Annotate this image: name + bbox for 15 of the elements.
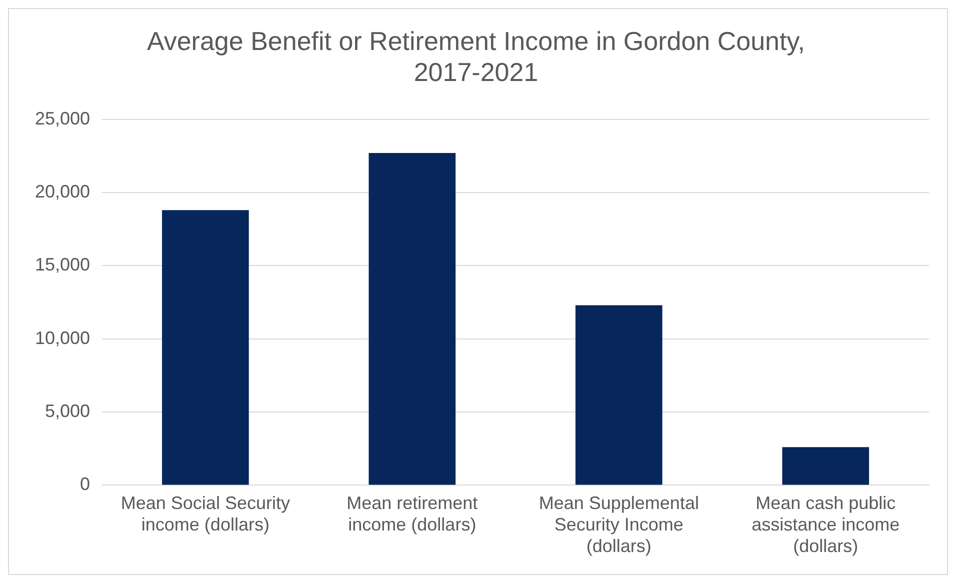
- chart-title: Average Benefit or Retirement Income in Gordon County, 2017-2021: [146, 26, 806, 87]
- y-tick-label: 25,000: [34, 108, 90, 128]
- y-tick-label: 10,000: [34, 328, 90, 348]
- y-tick-label: 20,000: [34, 182, 90, 202]
- x-tick-label: Mean retirement income (dollars): [346, 492, 478, 535]
- y-tick-label: 0: [80, 474, 90, 494]
- y-tick-label: 5,000: [45, 401, 90, 422]
- bar: [162, 210, 249, 485]
- x-tick-label: Mean cash public assistance income (dollars): [752, 492, 900, 556]
- x-tick-label: Mean Supplemental Security Income (dollars): [538, 492, 699, 556]
- y-tick-label: 15,000: [34, 254, 90, 275]
- bar: [782, 447, 870, 485]
- bar: [368, 153, 456, 485]
- bar: [575, 305, 662, 485]
- x-tick-label: Mean Social Security income (dollars): [120, 492, 290, 535]
